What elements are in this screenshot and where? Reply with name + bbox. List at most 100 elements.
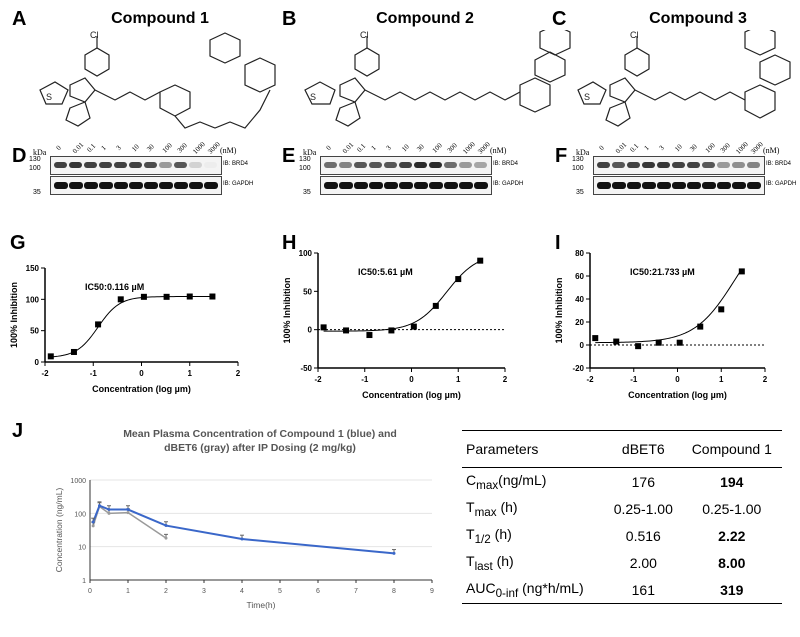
concentration-label: 300 <box>445 141 459 155</box>
gapdh-band <box>597 182 611 189</box>
y-tick-label: 50 <box>30 327 39 336</box>
unit-label: (nM) <box>490 146 507 155</box>
gapdh-band <box>204 182 218 189</box>
data-point <box>320 324 327 331</box>
data-point <box>432 302 439 309</box>
x-tick-label: -2 <box>586 375 594 384</box>
data-point <box>655 339 662 346</box>
brd4-band <box>717 162 730 168</box>
panel-label-c: C <box>552 8 567 30</box>
concentration-label: 30 <box>415 142 426 154</box>
concentration-label: 10 <box>673 142 684 154</box>
x-tick-label: -2 <box>314 375 322 384</box>
gapdh-band <box>474 182 488 189</box>
data-point <box>91 524 95 528</box>
concentration-label: 0.1 <box>628 142 641 154</box>
compound1-cell: 319 <box>720 581 744 598</box>
concentration-label: 10 <box>400 142 411 154</box>
header-dbet6: dBET6 <box>605 430 682 468</box>
x-tick-label: 6 <box>316 588 320 595</box>
marker-100: 100 <box>299 165 311 172</box>
compound1-cell: 8.00 <box>718 554 746 571</box>
brd4-label: IB: BRD4 <box>493 161 519 167</box>
concentration-label: 1 <box>369 143 378 153</box>
brd4-band-strip <box>320 156 492 175</box>
gapdh-band-strip <box>593 176 765 195</box>
panel-label-h: H <box>282 232 297 254</box>
y-axis-label: Concentration (ng/mL) <box>54 488 64 573</box>
kda-label: kDa <box>576 148 590 157</box>
brd4-band <box>429 162 442 168</box>
chart-title: Mean Plasma Concentration of Compound 1 … <box>123 428 397 440</box>
chart-h: -2 -1 0 1 2 -50 0 50 100 Concentration (log µm) 10… <box>282 249 508 400</box>
y-tick-label: 40 <box>575 295 584 304</box>
data-point <box>163 293 170 300</box>
concentration-label: 0.1 <box>85 142 98 154</box>
marker-35: 35 <box>33 189 41 196</box>
marker-100: 100 <box>572 165 584 172</box>
table-row: Tmax (h) 0.25-1.00 0.25-1.00 <box>462 495 782 522</box>
brd4-band <box>672 162 685 168</box>
data-point <box>164 524 168 528</box>
gapdh-band <box>174 182 188 189</box>
svg-text:S: S <box>46 92 52 102</box>
concentration-label: 0.01 <box>613 140 629 156</box>
gapdh-label: IB: GAPDH <box>493 181 524 187</box>
compound1-cell: 0.25-1.00 <box>702 500 762 517</box>
x-tick-label: 8 <box>392 588 396 595</box>
panel-label-j: J <box>12 420 24 442</box>
dbet6-cell: 176 <box>631 473 655 490</box>
y-tick-label: 0 <box>580 341 585 350</box>
brd4-band <box>702 162 715 168</box>
data-point <box>47 353 54 360</box>
gapdh-band <box>399 182 413 189</box>
data-point <box>635 343 642 350</box>
x-tick-label: -1 <box>361 375 369 384</box>
panel-label: D <box>12 145 27 167</box>
x-tick-label: -2 <box>41 369 49 378</box>
brd4-band <box>129 162 142 168</box>
param-cell: AUC0-inf (ng*h/mL) <box>466 579 584 600</box>
table-header-row: Parameters dBET6 Compound 1 <box>462 430 782 468</box>
dbet6-cell: 161 <box>631 581 655 598</box>
compound-1-title: Compound 1 <box>111 10 209 27</box>
gapdh-band-strip <box>320 176 492 195</box>
brd4-band <box>84 162 97 168</box>
structure-compound-1 <box>39 32 276 129</box>
ic50-annotation: IC50:0.116 µM <box>85 282 144 292</box>
gapdh-band <box>672 182 686 189</box>
data-point <box>718 306 725 313</box>
data-point <box>592 335 599 342</box>
unit-label: (nM) <box>220 146 237 155</box>
x-tick-label: 1 <box>126 588 130 595</box>
y-tick-label: 100 <box>299 249 313 258</box>
dbet6-cell: 2.00 <box>629 554 657 571</box>
concentration-label: 0 <box>597 143 606 153</box>
brd4-band <box>174 162 187 168</box>
brd4-band <box>642 162 655 168</box>
x-axis-label: Concentration (log µm) <box>92 384 191 394</box>
brd4-band <box>732 162 745 168</box>
x-tick-label: 1 <box>456 375 461 384</box>
x-axis-label: Concentration (log µm) <box>362 390 461 400</box>
concentration-label: 100 <box>430 141 444 155</box>
gapdh-band <box>642 182 656 189</box>
y-tick-label: 10 <box>78 545 86 552</box>
data-point <box>91 520 95 524</box>
x-tick-label: 0 <box>139 369 144 378</box>
gapdh-band <box>444 182 458 189</box>
data-point <box>388 327 395 334</box>
data-point <box>366 332 373 339</box>
data-point <box>613 338 620 345</box>
unit-label: (nM) <box>763 146 780 155</box>
gapdh-band <box>114 182 128 189</box>
concentration-label: 0.01 <box>340 140 356 156</box>
x-axis-label: Time(h) <box>247 600 276 610</box>
gapdh-band <box>732 182 746 189</box>
concentration-label: 30 <box>145 142 156 154</box>
marker-35: 35 <box>303 189 311 196</box>
gapdh-band <box>129 182 143 189</box>
